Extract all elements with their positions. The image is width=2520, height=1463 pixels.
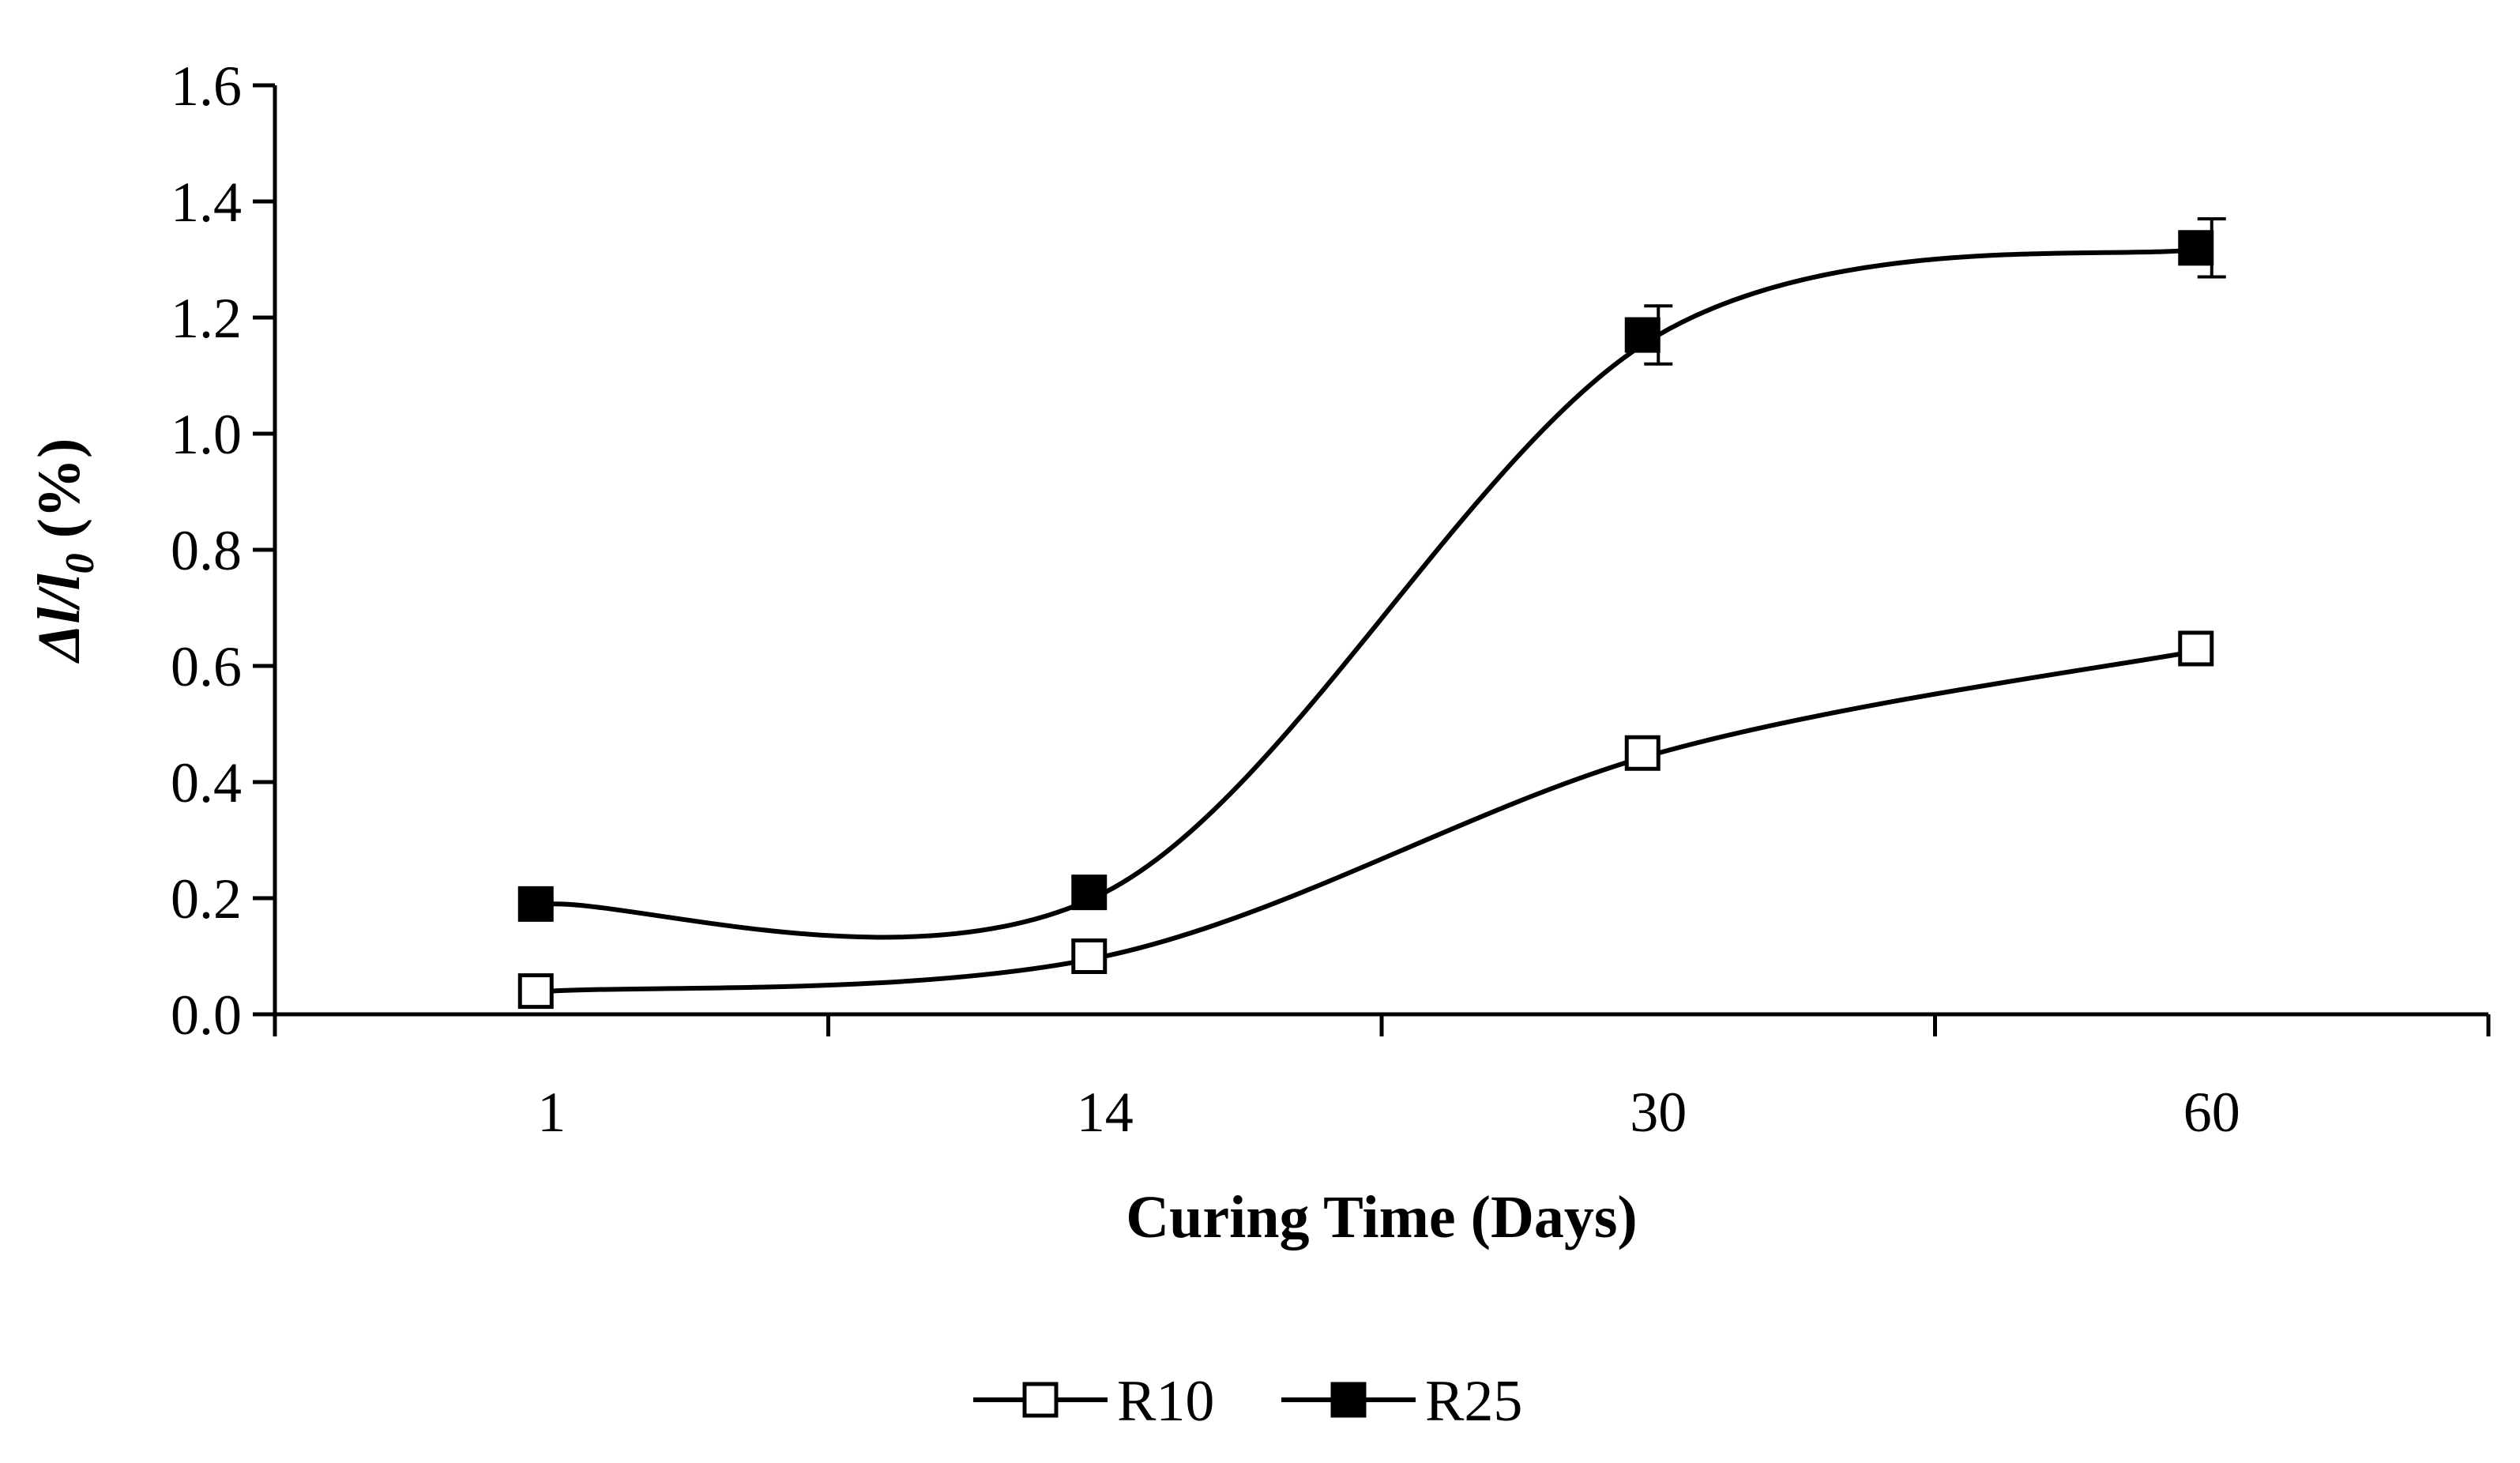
data-point-r25 (2178, 230, 2214, 266)
x-tick-label: 1 (537, 1081, 566, 1144)
y-axis-title-unit: (%) (26, 438, 92, 554)
legend-item-r25: R25 (1281, 1369, 1522, 1434)
legend-item-r10: R10 (973, 1369, 1214, 1434)
series-line-r10 (551, 646, 2213, 994)
data-point-r25 (517, 886, 554, 922)
legend-label: R25 (1425, 1369, 1522, 1434)
data-point-r25 (1071, 874, 1108, 911)
series-line-r25 (551, 245, 2213, 940)
legend-label: R10 (1117, 1369, 1214, 1434)
data-point-r10 (1624, 735, 1661, 771)
y-tick-label: 0.0 (171, 983, 242, 1047)
data-point-r10 (517, 973, 554, 1010)
y-tick-label: 1.2 (171, 287, 242, 350)
axes-layer: 0.0 0.2 0.4 0.6 0.8 1.0 1.2 1.4 1.6 1 14 30 60 (171, 55, 2491, 1144)
y-tick-label: 0.8 (171, 519, 242, 582)
legend-marker (1022, 1382, 1059, 1418)
x-tick-label: 60 (2183, 1081, 2240, 1144)
data-point-r25 (1624, 317, 1661, 353)
legend: R10 R25 (973, 1369, 1522, 1434)
y-axis-title-main: Δl/l (26, 574, 92, 664)
x-axis-title: Curing Time (Days) (1126, 1184, 1637, 1251)
y-axis-title-subscript: 0 (58, 553, 103, 574)
series-layer (517, 217, 2226, 1010)
y-tick-label: 1.6 (171, 55, 242, 118)
text-layer: Curing Time (Days) Δl/l0 (%) (26, 438, 1638, 1251)
x-tick-label: 30 (1630, 1081, 1687, 1144)
y-tick-label: 0.4 (171, 751, 242, 814)
data-point-r10 (1071, 938, 1108, 974)
x-tick-label: 14 (1077, 1081, 1134, 1144)
data-point-r10 (2178, 630, 2214, 667)
series-r10 (517, 630, 2214, 1010)
series-r25 (517, 217, 2226, 940)
y-tick-label: 1.0 (171, 403, 242, 466)
y-axis-title: Δl/l0 (%) (26, 438, 103, 664)
y-tick-label: 1.4 (171, 171, 242, 234)
y-tick-label: 0.2 (171, 867, 242, 931)
legend-marker (1330, 1382, 1367, 1418)
y-tick-label: 0.6 (171, 635, 242, 698)
